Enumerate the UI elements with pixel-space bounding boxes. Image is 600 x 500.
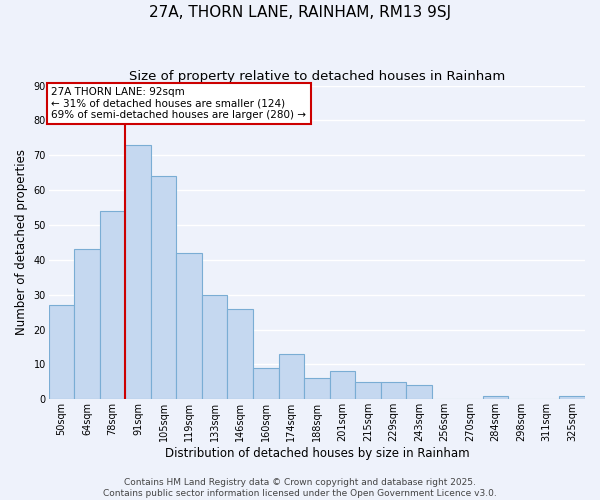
Bar: [355, 382, 380, 400]
Bar: [227, 308, 253, 400]
Title: Size of property relative to detached houses in Rainham: Size of property relative to detached ho…: [129, 70, 505, 83]
Text: 27A, THORN LANE, RAINHAM, RM13 9SJ: 27A, THORN LANE, RAINHAM, RM13 9SJ: [149, 5, 451, 20]
Y-axis label: Number of detached properties: Number of detached properties: [15, 150, 28, 336]
Text: 27A THORN LANE: 92sqm
← 31% of detached houses are smaller (124)
69% of semi-det: 27A THORN LANE: 92sqm ← 31% of detached …: [52, 87, 307, 120]
Bar: [380, 382, 406, 400]
Bar: [483, 396, 508, 400]
Bar: [406, 386, 432, 400]
Bar: [559, 396, 585, 400]
Bar: [304, 378, 329, 400]
X-axis label: Distribution of detached houses by size in Rainham: Distribution of detached houses by size …: [164, 447, 469, 460]
Bar: [74, 250, 100, 400]
Bar: [151, 176, 176, 400]
Bar: [176, 253, 202, 400]
Bar: [202, 294, 227, 400]
Bar: [278, 354, 304, 400]
Bar: [100, 211, 125, 400]
Bar: [329, 372, 355, 400]
Text: Contains HM Land Registry data © Crown copyright and database right 2025.
Contai: Contains HM Land Registry data © Crown c…: [103, 478, 497, 498]
Bar: [125, 145, 151, 400]
Bar: [253, 368, 278, 400]
Bar: [49, 305, 74, 400]
